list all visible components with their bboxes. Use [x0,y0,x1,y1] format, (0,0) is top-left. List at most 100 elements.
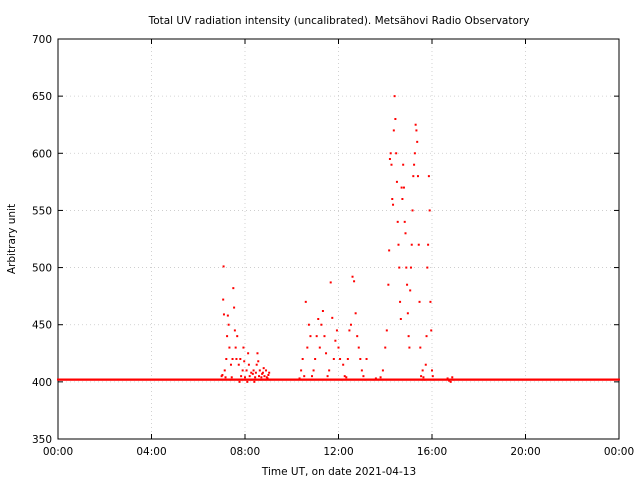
data-point [265,369,268,372]
data-point [233,329,236,332]
data-point [426,266,429,269]
data-point [264,378,267,381]
data-point [265,376,268,379]
data-point [220,375,223,378]
data-point [257,360,260,363]
y-tick-label: 700 [32,34,52,46]
data-point [238,380,241,383]
data-point [388,249,391,252]
data-point [268,378,271,381]
data-point [431,375,434,378]
data-point [414,123,417,126]
data-point [226,335,229,338]
data-point [337,346,340,349]
data-point [247,352,250,355]
data-point [395,152,398,155]
data-point [430,329,433,332]
data-point [222,298,225,301]
data-point [314,358,317,360]
data-point [357,346,360,349]
data-point [387,283,390,286]
data-point [233,306,236,309]
data-point [326,375,329,378]
data-point [409,289,412,292]
y-tick-label: 650 [32,91,52,103]
data-point [249,378,252,381]
data-point [429,300,432,303]
y-tick-label: 600 [32,148,52,160]
data-point [399,300,402,303]
data-point [342,363,345,366]
chart-title: Total UV radiation intensity (uncalibrat… [148,15,530,27]
data-point [230,376,233,379]
data-point [339,358,342,360]
data-point [417,243,420,246]
y-tick-label: 550 [32,205,52,217]
data-point [432,378,435,381]
data-point [406,312,409,315]
x-tick-label: 04:00 [136,446,166,458]
data-point [240,375,243,378]
data-point [446,377,449,380]
data-point [245,369,248,372]
data-point [246,380,249,383]
data-point [420,375,423,378]
y-tick-label: 350 [32,434,52,446]
data-point [396,220,399,223]
data-point [404,232,407,235]
data-point [354,312,357,315]
data-point [384,346,387,349]
data-point [359,358,362,360]
data-point [227,323,230,326]
data-point [254,371,257,374]
data-point [223,369,226,372]
data-point [234,346,237,349]
x-tick-label: 20:00 [510,446,540,458]
data-point [331,316,334,319]
data-point [343,375,346,378]
data-point [365,358,368,360]
data-point [237,363,240,366]
data-point [254,376,257,379]
data-point [252,369,255,372]
data-point [409,266,412,269]
data-point [415,129,418,132]
data-point [401,198,404,200]
data-point [312,369,315,372]
data-point [300,369,303,372]
data-point [416,175,419,178]
data-point [431,369,433,372]
data-point [418,300,421,303]
data-point [392,203,395,206]
data-point [236,335,239,338]
data-point [335,329,338,332]
data-point [348,329,351,332]
data-point [452,378,455,381]
data-point [405,266,408,269]
data-point [362,375,365,378]
data-point [309,335,312,338]
data-point [301,358,304,360]
grid-layer [58,39,619,439]
data-point [266,377,269,380]
data-point [239,358,242,360]
data-point [374,377,377,380]
data-point [420,378,423,381]
data-point [428,209,431,212]
data-point [304,300,307,303]
data-point [303,375,306,378]
data-point [392,129,395,132]
data-point [410,243,413,246]
data-point [328,369,331,372]
data-point [407,335,410,338]
data-point [391,198,394,200]
data-point [334,339,337,342]
data-point [261,371,264,374]
y-tick-label: 400 [32,377,52,389]
data-point [229,363,232,366]
data-point [329,281,332,284]
data-point [243,360,246,363]
data-point [372,378,375,381]
data-point [259,378,262,381]
data-point [251,378,254,381]
